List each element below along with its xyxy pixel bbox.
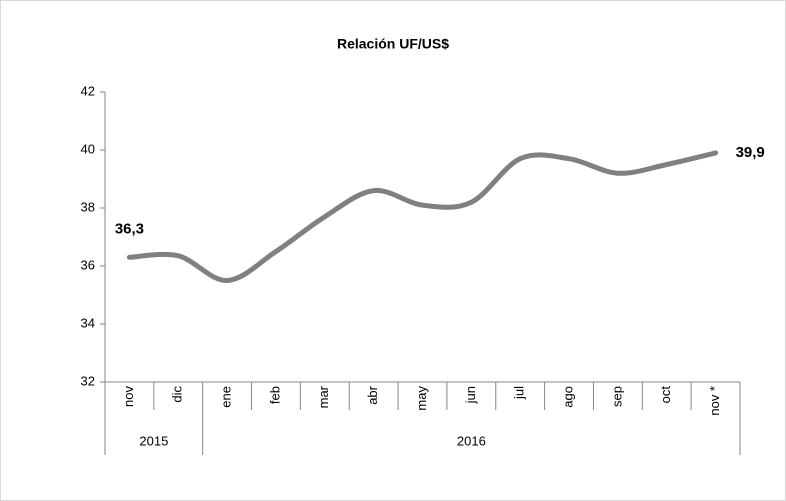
x-tick-label: oct <box>658 386 673 404</box>
x-tick-label: ene <box>219 386 234 408</box>
group-label: 2015 <box>139 433 168 448</box>
x-tick-label: may <box>414 386 429 411</box>
x-tick-label: ago <box>560 386 575 408</box>
y-tick-label: 36 <box>81 257 95 272</box>
y-tick-label: 38 <box>81 199 95 214</box>
y-tick-label: 40 <box>81 141 95 156</box>
data-label: 39,9 <box>736 144 765 161</box>
y-tick-label: 34 <box>81 315 95 330</box>
x-tick-label: sep <box>609 386 624 407</box>
x-tick-label: mar <box>316 385 331 408</box>
chart-title: Relación UF/US$ <box>337 36 449 52</box>
x-tick-label: jul <box>512 386 527 400</box>
x-tick-label: nov * <box>707 386 722 416</box>
x-tick-label: abr <box>365 385 380 404</box>
y-tick-label: 42 <box>81 83 95 98</box>
x-tick-label: jun <box>463 386 478 404</box>
y-tick-label: 32 <box>81 373 95 388</box>
x-tick-label: feb <box>267 386 282 404</box>
group-label: 2016 <box>457 433 486 448</box>
x-tick-label: dic <box>170 386 185 403</box>
data-label: 36,3 <box>115 220 144 237</box>
line <box>126 150 719 283</box>
x-tick-label: nov <box>121 386 136 407</box>
